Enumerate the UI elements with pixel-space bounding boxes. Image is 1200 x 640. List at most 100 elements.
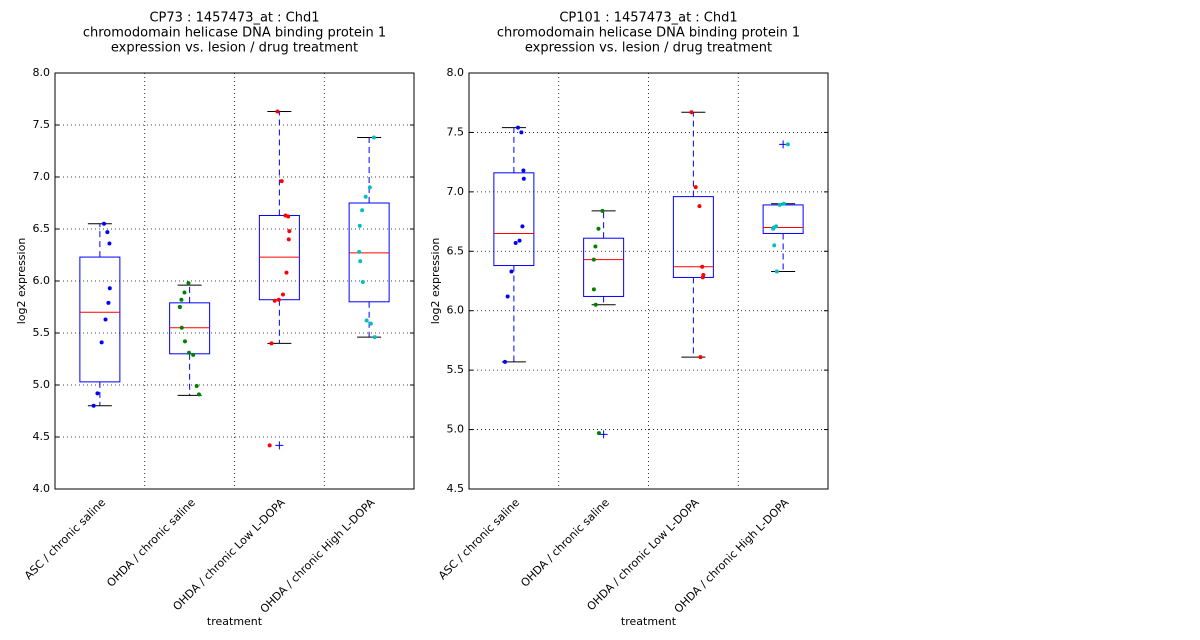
data-point [286,214,291,219]
box [762,204,804,234]
data-point [179,325,184,330]
box [79,256,121,383]
data-point [698,355,703,360]
chart-title: CP73 : 1457473_at : Chd1 [149,11,319,26]
data-point [280,292,285,297]
box [583,237,625,297]
data-point [591,257,596,262]
data-point [186,281,191,286]
chart-title: expression vs. lesion / drug treatment [525,41,772,56]
y-tick-label: 5.5 [33,326,51,339]
data-point [519,130,524,135]
data-point [182,290,187,295]
data-point [191,352,196,357]
data-point [689,110,694,115]
data-point [194,384,199,389]
data-point [182,339,187,344]
data-point [196,392,201,397]
data-point [785,142,790,147]
data-point [177,305,182,309]
flier [275,441,284,450]
chart-title: chromodomain helicase DNA binding protei… [83,26,386,41]
y-axis-label: log2 expression [429,238,442,325]
chart-title: expression vs. lesion / drug treatment [111,41,358,56]
data-point [502,359,507,364]
data-point [372,335,377,340]
data-point [360,280,365,285]
data-point [591,287,596,292]
y-tick-label: 4.0 [33,482,51,495]
box [493,172,535,267]
y-tick-label: 4.5 [33,430,51,443]
data-point [513,240,518,245]
data-point [509,269,514,274]
data-point [284,270,289,275]
data-point [267,443,272,448]
data-point [700,275,705,280]
data-point [358,259,363,264]
data-point [106,300,111,305]
axes-frame [54,72,415,490]
data-point [103,317,108,322]
data-point [364,318,369,323]
data-point [371,135,376,140]
box [672,196,714,278]
data-point [275,109,280,114]
flier [779,140,788,149]
data-point [521,176,526,181]
y-tick-label: 4.5 [447,482,465,495]
data-point [781,201,786,206]
data-point [279,179,284,184]
y-tick-label: 5.5 [447,363,465,376]
chart-title: chromodomain helicase DNA binding protei… [497,26,800,41]
chart-title: CP101 : 1457473_at : Chd1 [559,11,737,26]
data-point [179,297,184,302]
y-tick-label: 6.0 [33,274,51,287]
data-point [269,341,274,346]
y-tick-label: 5.0 [447,423,465,436]
data-point [596,431,601,436]
data-point [187,350,192,355]
data-point [593,244,598,249]
y-tick-label: 5.0 [33,378,51,391]
data-point [101,221,106,226]
data-point [105,230,110,235]
data-point [95,391,100,396]
data-point [107,241,112,246]
data-point [505,294,510,299]
data-point [600,208,605,213]
data-point [272,298,277,303]
axes-frame [468,72,829,490]
y-tick-label: 7.5 [33,118,51,131]
data-point [286,237,291,242]
data-point [697,204,702,209]
y-tick-label: 8.0 [33,66,51,79]
data-point [700,264,705,269]
data-point [771,226,776,231]
data-point [357,249,362,254]
data-point [287,229,292,234]
data-point [520,224,525,229]
data-point [693,185,698,190]
y-tick-label: 7.0 [33,170,51,183]
box [258,214,300,301]
y-tick-label: 8.0 [447,66,465,79]
data-point [357,223,362,228]
data-point [515,125,520,130]
x-axis-label: treatment [207,615,263,628]
data-point [107,286,112,291]
data-point [593,302,598,307]
y-tick-label: 7.5 [447,125,465,138]
x-tick-label: ASC / chronic saline [436,496,522,582]
data-point [517,238,522,243]
data-point [99,340,104,345]
flier [599,430,608,439]
data-point [772,243,777,248]
x-tick-label: OHDA / chronic saline [518,496,612,590]
data-point [521,168,526,173]
y-tick-label: 7.0 [447,185,465,198]
box [169,302,211,355]
